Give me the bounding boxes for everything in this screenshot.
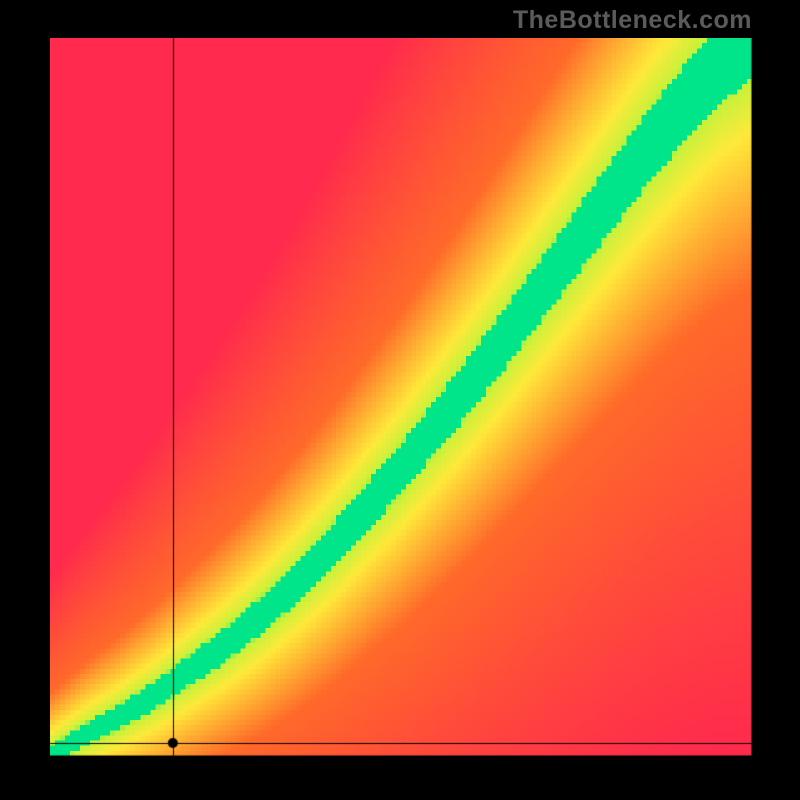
bottleneck-heatmap [50,38,752,756]
watermark-text: TheBottleneck.com [513,6,752,35]
chart-container: TheBottleneck.com [0,0,800,800]
